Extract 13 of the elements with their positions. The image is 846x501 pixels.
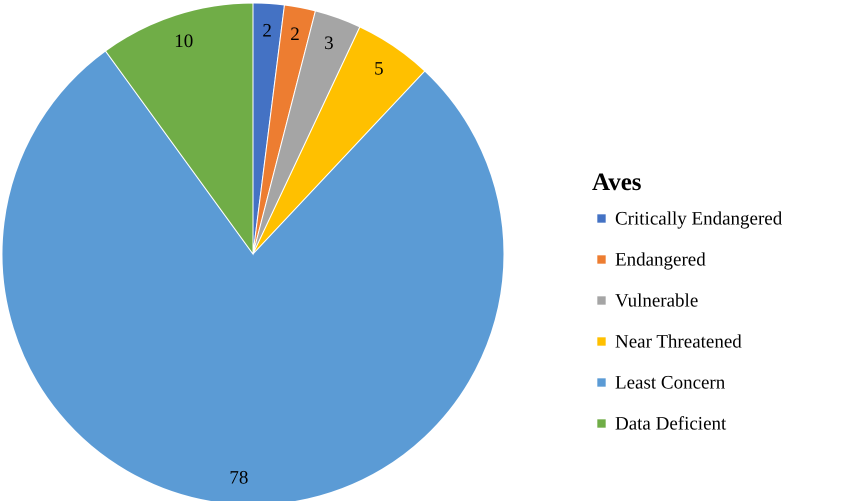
legend-label: Endangered: [615, 250, 706, 270]
legend-label: Near Threatened: [615, 332, 742, 352]
data-label: 10: [174, 30, 194, 52]
data-label: 2: [290, 24, 300, 45]
data-label: 5: [374, 58, 384, 80]
data-label: 3: [324, 33, 334, 54]
legend-title: Aves: [592, 169, 642, 196]
legend-label: Critically Endangered: [615, 208, 783, 230]
legend-label: Data Deficient: [615, 414, 728, 434]
data-label: 78: [229, 468, 248, 489]
legend-label: Least Concern: [615, 372, 726, 394]
legend-label: Vulnerable: [615, 290, 698, 312]
data-label: 2: [262, 20, 272, 42]
